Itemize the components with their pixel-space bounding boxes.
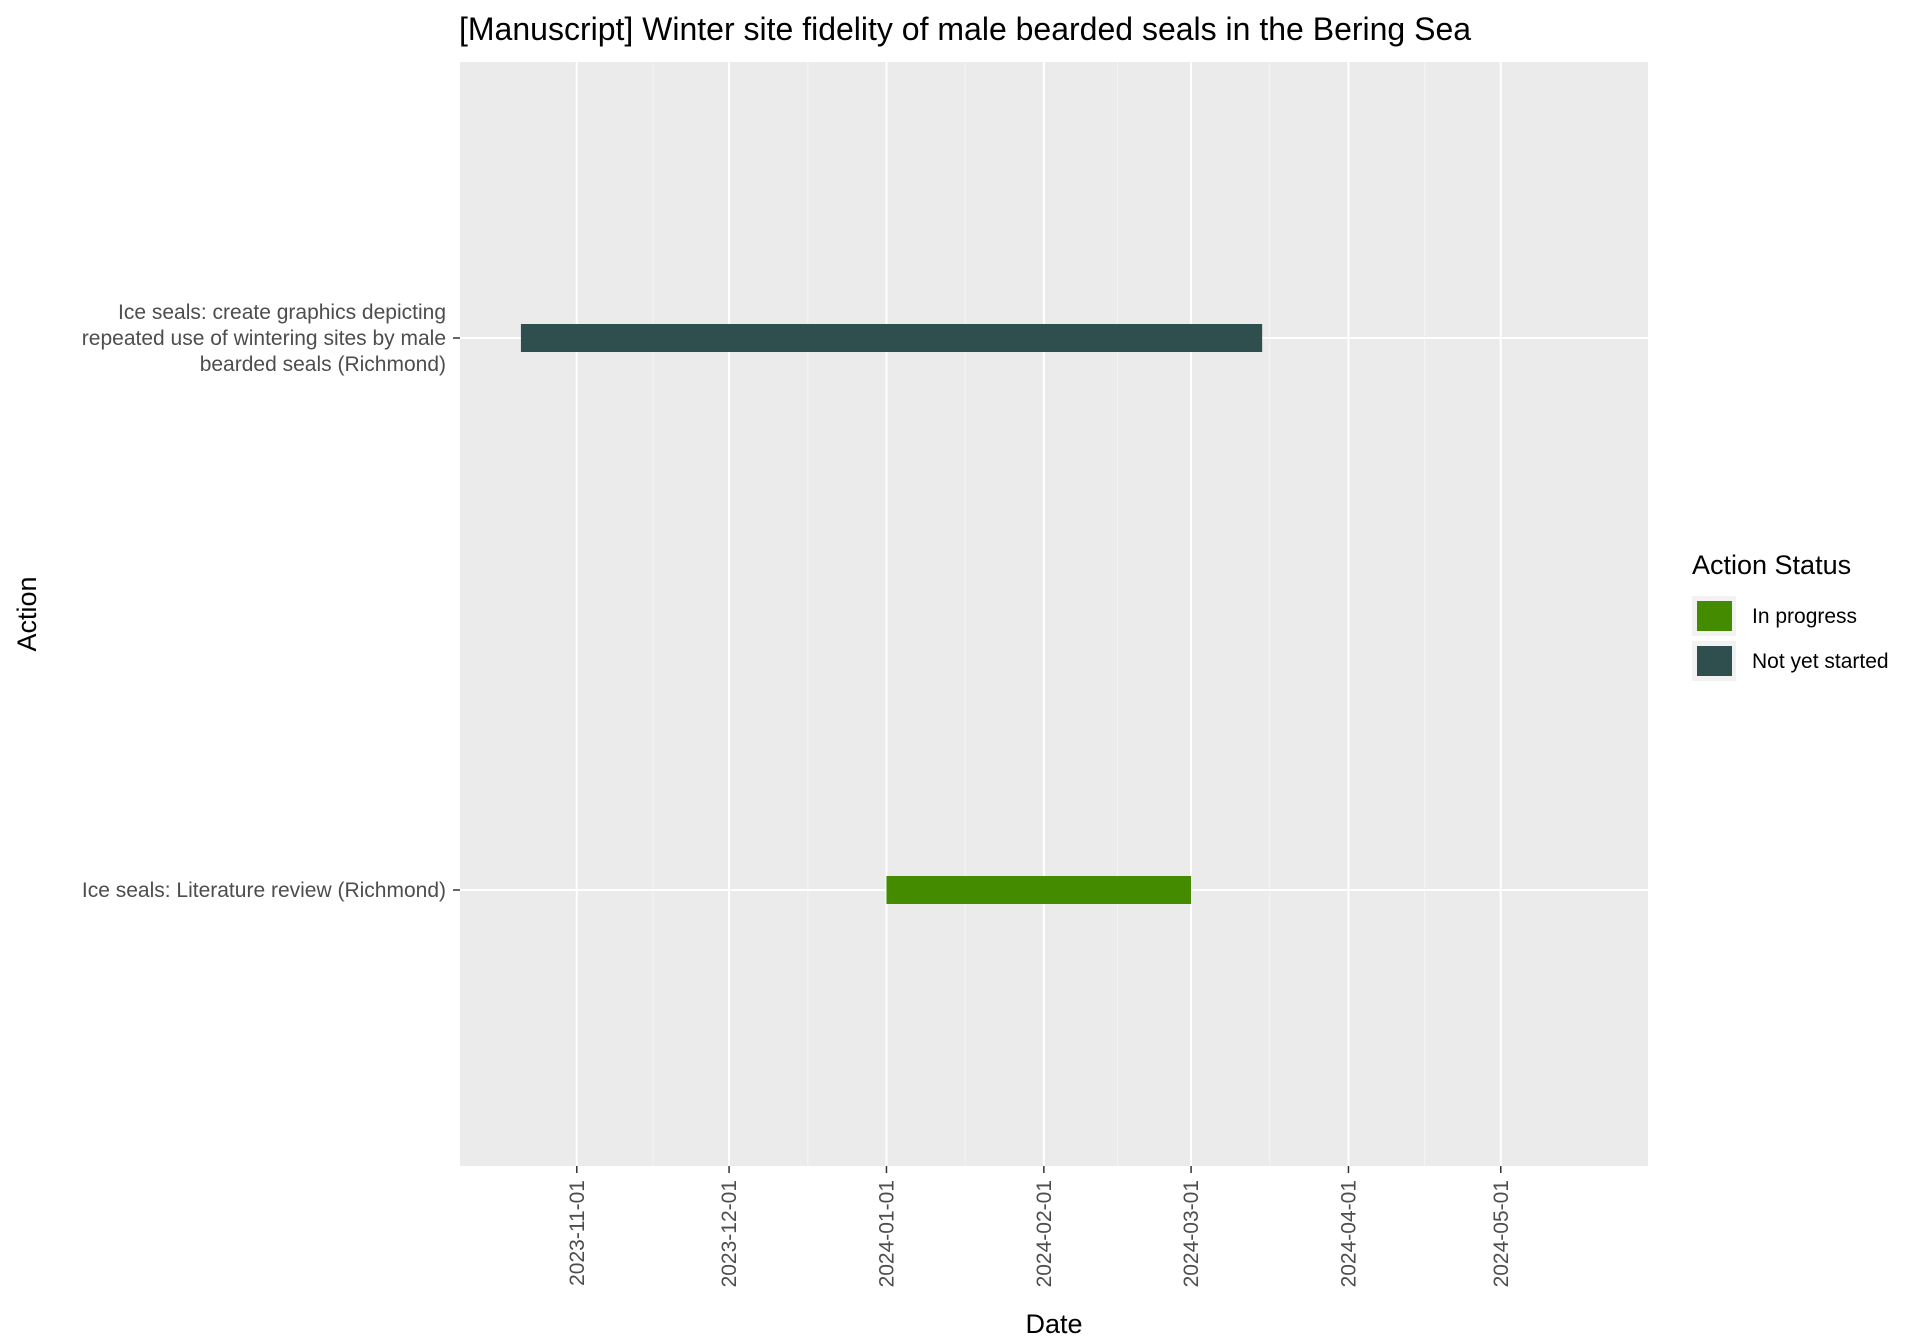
x-axis-title: Date (1025, 1309, 1082, 1339)
y-axis: Ice seals: create graphics depicting repe… (82, 301, 460, 902)
chart-title: [Manuscript] Winter site fidelity of mal… (459, 11, 1471, 47)
x-tick-label: 2024-04-01 (1337, 1180, 1360, 1287)
legend: Action Status In progress Not yet started (1692, 550, 1889, 681)
bars (520, 324, 1263, 904)
x-tick-label: 2024-05-01 (1490, 1180, 1513, 1287)
y-axis-title: Action (12, 576, 42, 651)
legend-swatch (1697, 601, 1732, 631)
x-tick-label: 2024-03-01 (1180, 1180, 1203, 1287)
x-tick-label: 2023-12-01 (718, 1180, 741, 1287)
y-tick-label: Ice seals: Literature review (Richmond) (82, 879, 446, 902)
plot-panel (460, 62, 1648, 1166)
x-tick-label: 2024-02-01 (1033, 1180, 1056, 1287)
x-tick-label: 2023-11-01 (566, 1180, 589, 1286)
y-tick-label: Ice seals: create graphics depicting repe… (82, 301, 446, 376)
legend-label: In progress (1752, 605, 1857, 628)
x-tick-label: 2024-01-01 (875, 1180, 898, 1287)
legend-title: Action Status (1692, 550, 1851, 580)
x-axis: 2023-11-01 2023-12-01 2024-01-01 2024-02-01… (566, 1166, 1513, 1287)
legend-swatch (1697, 646, 1732, 676)
gantt-bar (886, 876, 1192, 904)
gantt-bar (520, 324, 1263, 352)
legend-label: Not yet started (1752, 650, 1889, 673)
